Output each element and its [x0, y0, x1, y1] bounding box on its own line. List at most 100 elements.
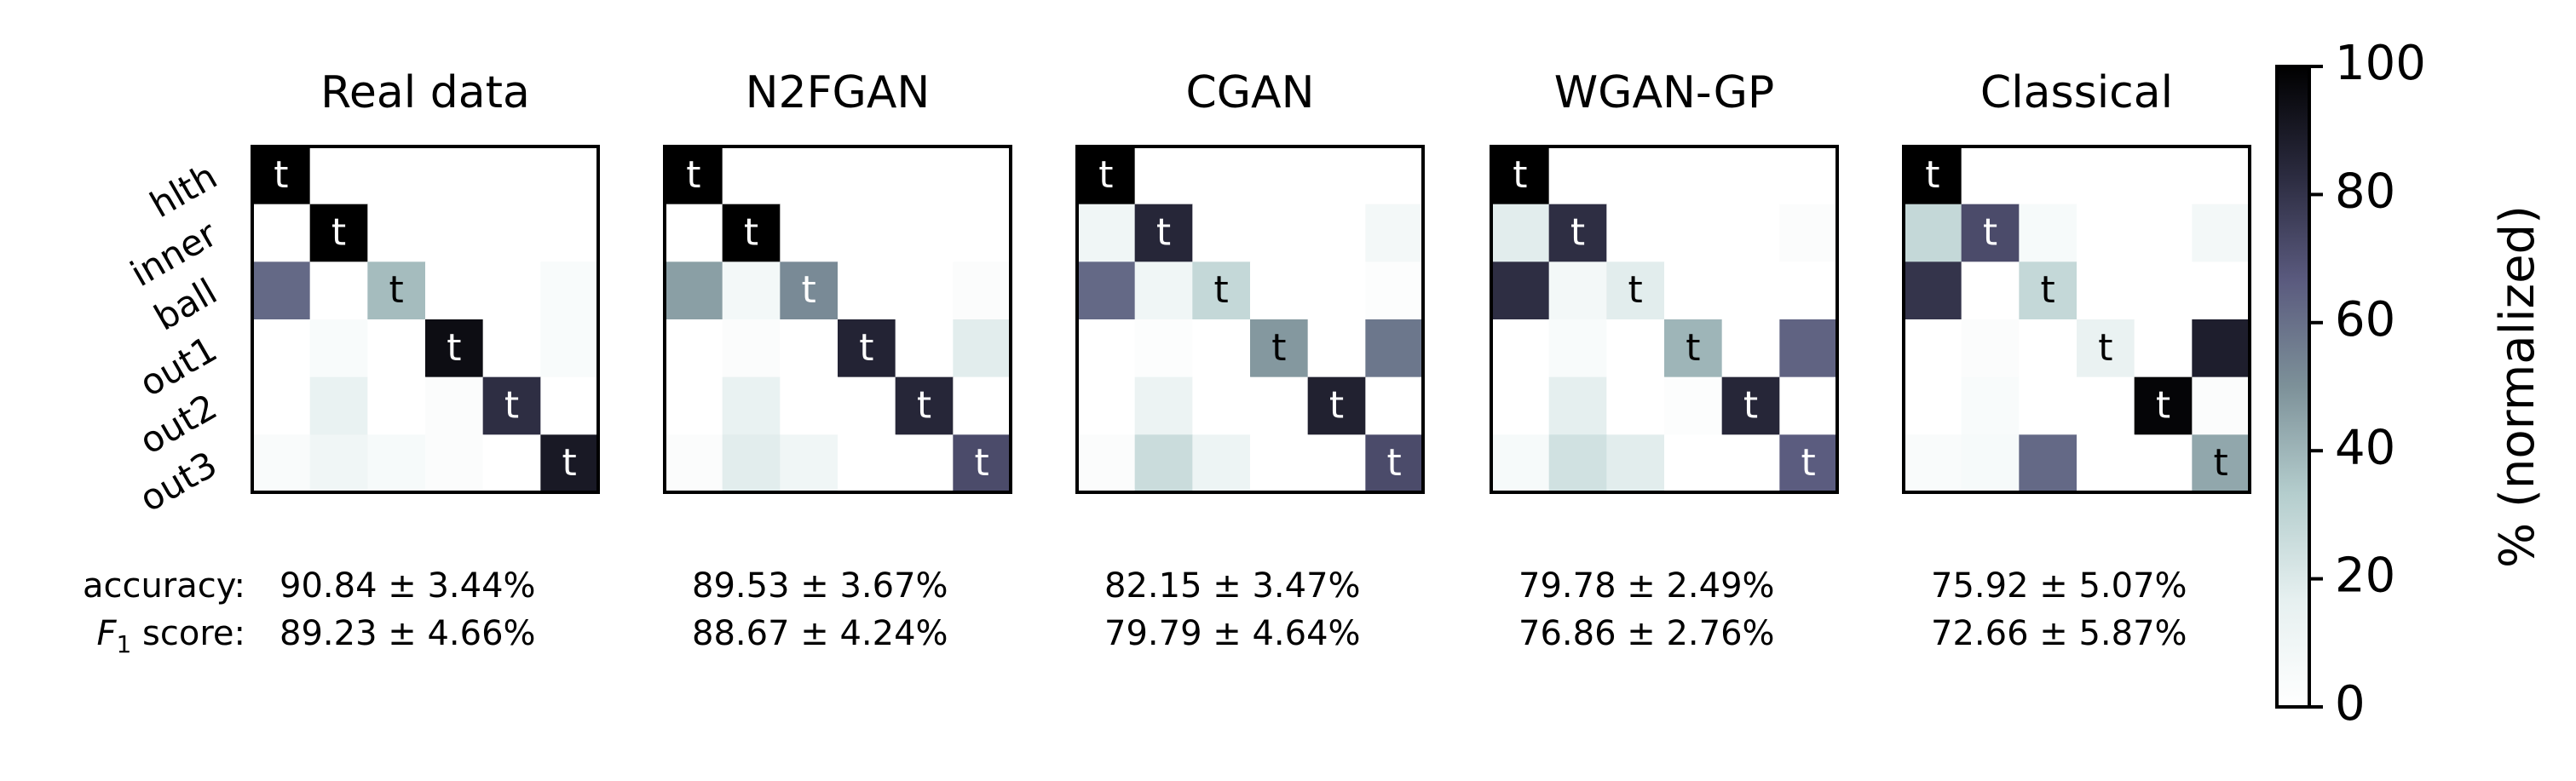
heatmap-cell: [1250, 376, 1309, 435]
colorbar-tick-label: 80: [2335, 164, 2395, 220]
diagonal-label: t: [1686, 326, 1700, 370]
heatmap-cell: [895, 261, 954, 320]
heatmap-cell: [252, 319, 311, 378]
heatmap-cell: [425, 204, 484, 262]
panel-title: WGAN-GP: [1554, 67, 1775, 118]
heatmap-cell: [2134, 434, 2193, 493]
row-label-out2: out2: [133, 386, 224, 462]
panel-frame: [1490, 145, 1839, 494]
row-label-out3: out3: [133, 443, 224, 520]
heatmap-cell: [2019, 204, 2078, 262]
heatmap-cell: [2134, 261, 2193, 320]
heatmap-cell: [665, 261, 723, 320]
diagonal-label: t: [1098, 153, 1113, 197]
heatmap-cell: [1250, 146, 1309, 205]
f1-value: 88.67 ± 4.24%: [692, 614, 948, 653]
panel-title: Classical: [1980, 67, 2173, 118]
stats-panel-4: 75.92 ± 5.07% 72.66 ± 5.87%: [1931, 562, 2187, 658]
heatmap-cell: [482, 319, 541, 378]
heatmap-cell: [367, 434, 426, 493]
heatmap-cell: [367, 319, 426, 378]
colorbar-bar: [2275, 65, 2311, 709]
heatmap-cell: [1307, 146, 1366, 205]
heatmap-cell: [309, 319, 368, 378]
diagonal-label: t: [859, 326, 873, 370]
heatmap-cell: [1721, 261, 1780, 320]
heatmap-cell: [780, 261, 838, 320]
heatmap-cell: [895, 376, 954, 435]
heatmap-cell: [1192, 434, 1251, 493]
heatmap-cell: [722, 146, 781, 205]
heatmap-cell: [1307, 261, 1366, 320]
heatmap-cell: [953, 319, 1011, 378]
heatmap-cell: [2134, 204, 2193, 262]
heatmap-cell: [1664, 319, 1723, 378]
heatmap-cell: [540, 376, 599, 435]
colorbar-tick-label: 60: [2335, 292, 2395, 347]
diagonal-label: t: [1156, 211, 1171, 255]
heatmap-cell: [1961, 146, 2020, 205]
heatmap-cell: [722, 204, 781, 262]
diagonal-label: t: [2098, 326, 2112, 370]
accuracy-value: 90.84 ± 3.44%: [279, 566, 536, 606]
heatmap-cell: [1077, 204, 1136, 262]
heatmap-cell: [1491, 261, 1550, 320]
heatmap-cell: [2019, 376, 2078, 435]
heatmap-cell: [665, 146, 723, 205]
diagonal-label: t: [975, 441, 989, 485]
diagonal-label: t: [1628, 268, 1643, 312]
diagonal-label: t: [917, 384, 931, 428]
heatmap-cell: [1548, 434, 1607, 493]
heatmap-cell: [2077, 204, 2135, 262]
diagonal-label: t: [274, 153, 288, 197]
accuracy-value: 82.15 ± 3.47%: [1104, 566, 1361, 606]
heatmap-cell: [665, 434, 723, 493]
heatmap-cell: [1961, 376, 2020, 435]
heatmap-cell: [953, 376, 1011, 435]
diagonal-label: t: [1513, 153, 1527, 197]
heatmap-cell: [1491, 319, 1550, 378]
heatmap-cell: [838, 146, 896, 205]
heatmap-cell: [2077, 434, 2135, 493]
heatmap-cell: [1961, 319, 2020, 378]
diagonal-label: t: [2156, 384, 2170, 428]
heatmap-cell: [780, 319, 838, 378]
heatmap-cell: [838, 434, 896, 493]
panel-title: Real data: [320, 67, 530, 118]
diagonal-label: t: [686, 153, 700, 197]
heatmap-cell: [1548, 261, 1607, 320]
heatmap-cell: [1664, 146, 1723, 205]
heatmap-cell: [1307, 434, 1366, 493]
row-label-out1: out1: [133, 328, 224, 405]
diagonal-label: t: [562, 441, 577, 485]
heatmap-cell: [1365, 146, 1424, 205]
heatmap-cell: [1548, 146, 1607, 205]
heatmap-cell: [2134, 319, 2193, 378]
heatmap-cell: [1664, 204, 1723, 262]
heatmap-cell: [1721, 146, 1780, 205]
accuracy-value: 75.92 ± 5.07%: [1931, 566, 2187, 606]
metric-row-labels: accuracy: F1 score:: [0, 562, 245, 669]
heatmap-cell: [252, 376, 311, 435]
heatmap-cell: [1961, 204, 2020, 262]
diagonal-label: t: [1387, 441, 1402, 485]
heatmap-cell: [1606, 319, 1665, 378]
heatmap-cell: [953, 146, 1011, 205]
heatmap-cell: [1548, 204, 1607, 262]
heatmap-cell: [1134, 204, 1193, 262]
heatmap-cell: [722, 376, 781, 435]
heatmap-cell: [1904, 146, 1962, 205]
heatmap-cell: [2019, 434, 2078, 493]
heatmap-cell: [2019, 319, 2078, 378]
heatmap-cell: [1491, 204, 1550, 262]
diagonal-label: t: [447, 326, 461, 370]
heatmap-cell: [1491, 146, 1550, 205]
f1-value: 89.23 ± 4.66%: [279, 614, 536, 653]
heatmap-cell: [1491, 376, 1550, 435]
heatmap-cell: [1779, 261, 1838, 320]
diagonal-label: t: [1925, 153, 1939, 197]
heatmap-cell: [953, 204, 1011, 262]
heatmap-cell: [953, 261, 1011, 320]
